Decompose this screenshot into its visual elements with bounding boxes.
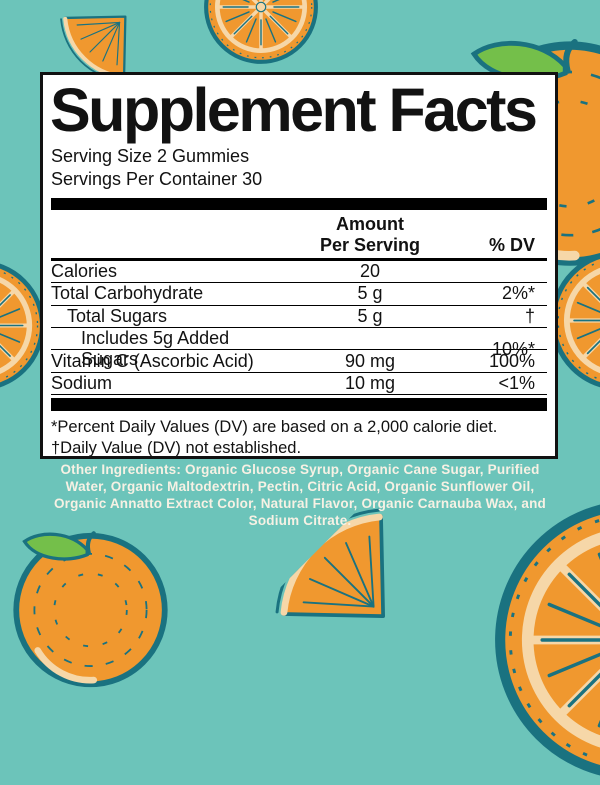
nutrient-amount: 5 g: [357, 305, 383, 326]
amount-per-serving-header: Amount Per Serving: [319, 213, 421, 255]
nutrient-amount: 20: [359, 261, 381, 282]
label-background: { "colors": { "background": "#6cc4ba", "…: [0, 0, 600, 600]
nutrient-label: Total Sugars: [67, 305, 168, 326]
nutrient-label: Includes 5g Added Sugars: [81, 328, 230, 370]
nutrient-row-sodium: Sodium 10 mg <1%: [51, 373, 547, 396]
nutrient-row-vitamin-c: Vitamin C (Ascorbic Acid) 90 mg 100%: [51, 350, 547, 373]
nutrient-label: Vitamin C (Ascorbic Acid): [51, 350, 254, 371]
nutrient-dv: 2%*: [501, 283, 535, 304]
footnotes: *Percent Daily Values (DV) are based on …: [51, 417, 547, 459]
thick-divider-bottom: [51, 398, 547, 412]
nutrient-label: Calories: [51, 261, 118, 282]
thick-divider-top: [51, 197, 547, 210]
nutrient-dv: †: [524, 305, 535, 326]
serving-info: Serving Size 2 Gummies Servings Per Cont…: [51, 145, 547, 191]
footnote-percent-dv: *Percent Daily Values (DV) are based on …: [51, 418, 498, 437]
orange-slice-bottom-right-illustration: [490, 495, 600, 785]
nutrient-label: Sodium: [51, 373, 113, 394]
nutrient-amount: 5 g: [357, 283, 383, 304]
servings-per-container: Servings Per Container 30: [51, 168, 263, 189]
percent-dv-header: % DV: [488, 234, 535, 255]
other-ingredients-text: Other Ingredients: Organic Glucose Syrup…: [53, 462, 546, 528]
nutrient-row-calories: Calories 20: [51, 261, 547, 284]
whole-orange-bottom-left-illustration: [8, 525, 173, 690]
table-header: Amount Per Serving % DV: [51, 210, 547, 261]
nutrient-label: Total Carbohydrate: [51, 283, 204, 304]
nutrient-dv: 100%: [488, 350, 535, 371]
nutrient-amount: 90 mg: [344, 350, 396, 371]
nutrient-row-total-carbohydrate: Total Carbohydrate 5 g 2%*: [51, 283, 547, 306]
nutrient-dv: 10%*: [491, 338, 535, 359]
nutrient-row-total-sugars: Total Sugars 5 g †: [51, 305, 547, 329]
nutrient-amount: 10 mg: [344, 373, 396, 394]
panel-title: Supplement Facts: [50, 76, 538, 144]
nutrient-dv: <1%: [498, 373, 535, 394]
serving-size: Serving Size 2 Gummies: [51, 145, 250, 166]
footnote-dagger: †Daily Value (DV) not established.: [51, 439, 302, 458]
supplement-facts-panel: Supplement Facts Serving Size 2 Gummies …: [40, 72, 558, 459]
nutrient-row-added-sugars: Includes 5g Added Sugars 10%*: [51, 328, 547, 369]
orange-half-top-center-illustration: [202, 0, 320, 66]
